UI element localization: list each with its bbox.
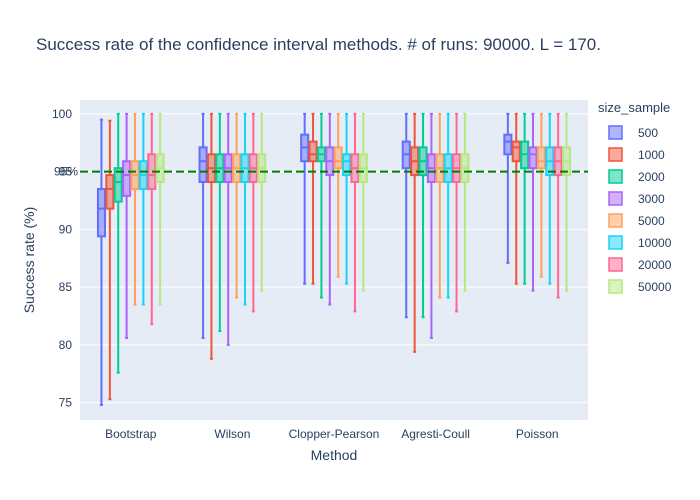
x-tick-label: Wilson (214, 427, 250, 441)
box-5000-Poisson (536, 112, 546, 278)
x-tick-label: Bootstrap (105, 427, 157, 441)
box-50000-Poisson (562, 112, 572, 292)
series-3000 (122, 112, 538, 346)
box-iqr (528, 146, 538, 170)
reference-line-label: 95% (54, 165, 78, 179)
box-1000-Bootstrap (105, 119, 115, 401)
box-20000-Poisson (553, 112, 563, 299)
box-5000-Bootstrap (130, 112, 140, 306)
chart-title: Success rate of the confidence interval … (36, 35, 601, 54)
reference-line-layer: 95% (54, 165, 588, 179)
box-iqr (511, 140, 521, 163)
box-1000-Clopper-Pearson (308, 112, 318, 285)
box-iqr (96, 187, 106, 238)
box-500-Agresti-Coull (401, 112, 411, 319)
box-1000-Poisson (511, 112, 521, 285)
box-1000-Wilson (206, 112, 216, 360)
box-10000-Wilson (240, 112, 250, 306)
legend-label-10000: 10000 (638, 236, 672, 250)
series-5000 (130, 112, 546, 306)
box-5000-Agresti-Coull (435, 112, 445, 299)
legend-swatch-50000 (608, 279, 623, 294)
y-tick-label: 80 (59, 338, 73, 352)
legend-title: size_sample (598, 100, 670, 115)
box-10000-Agresti-Coull (443, 112, 453, 299)
x-tick-label: Clopper-Pearson (289, 427, 380, 441)
box-iqr (308, 140, 318, 163)
box-iqr (113, 167, 123, 203)
legend-label-50000: 50000 (638, 280, 672, 294)
legend-swatch-1000 (608, 147, 623, 162)
legend-label-500: 500 (638, 126, 658, 140)
box-500-Wilson (198, 112, 208, 339)
box-3000-Wilson (223, 112, 233, 346)
box-iqr (503, 133, 513, 156)
box-iqr (342, 153, 352, 177)
box-2000-Agresti-Coull (418, 112, 428, 319)
legend-swatch-3000 (608, 191, 623, 206)
y-tick-label: 75 (59, 396, 73, 410)
legend-swatch-5000 (608, 213, 623, 228)
legend-label-1000: 1000 (638, 148, 665, 162)
box-50000-Bootstrap (155, 112, 165, 306)
y-axis-title: Success rate (%) (21, 207, 37, 314)
series-1000 (105, 112, 521, 401)
box-20000-Wilson (248, 112, 258, 313)
legend-label-3000: 3000 (638, 192, 665, 206)
box-10000-Bootstrap (138, 112, 148, 306)
box-1000-Agresti-Coull (410, 112, 420, 353)
legend-swatch-20000 (608, 257, 623, 272)
y-tick-label: 90 (59, 222, 73, 236)
box-iqr (536, 146, 546, 170)
legend-swatch-10000 (608, 235, 623, 250)
box-3000-Bootstrap (122, 112, 132, 339)
box-5000-Wilson (232, 112, 242, 299)
box-500-Bootstrap (96, 118, 106, 406)
series-50000 (155, 112, 572, 306)
box-2000-Poisson (520, 112, 530, 285)
y-tick-label: 95 (59, 165, 73, 179)
x-axis-title: Method (311, 447, 358, 463)
box-50000-Wilson (257, 112, 267, 292)
box-10000-Clopper-Pearson (342, 112, 352, 285)
series-10000 (138, 112, 555, 306)
legend-label-20000: 20000 (638, 258, 672, 272)
box-iqr (122, 160, 132, 197)
legend-label-2000: 2000 (638, 170, 665, 184)
box-50000-Agresti-Coull (460, 112, 470, 292)
box-2000-Bootstrap (113, 112, 123, 374)
box-500-Clopper-Pearson (300, 112, 310, 285)
series-500 (96, 112, 513, 406)
box-iqr (105, 174, 115, 210)
box-5000-Clopper-Pearson (333, 112, 343, 278)
x-tick-label: Poisson (516, 427, 559, 441)
box-20000-Clopper-Pearson (350, 112, 360, 313)
x-tick-label: Agresti-Coull (401, 427, 470, 441)
box-iqr (198, 146, 208, 184)
box-series-layer (96, 112, 572, 406)
box-3000-Agresti-Coull (426, 112, 436, 339)
axes-layer: 75 80 85 90 95 100 Bootstrap Wilson Clopper-Pear… (52, 107, 559, 441)
box-3000-Clopper-Pearson (325, 112, 335, 306)
box-2000-Wilson (215, 112, 225, 333)
y-tick-label: 100 (52, 107, 72, 121)
legend-swatch-500 (608, 125, 623, 140)
box-3000-Poisson (528, 112, 538, 292)
box-iqr (333, 146, 343, 170)
legend: size_sample 500 1000 2000 3000 5000 10000 2000… (598, 100, 672, 294)
box-2000-Clopper-Pearson (316, 112, 326, 299)
y-tick-label: 85 (59, 280, 73, 294)
box-10000-Poisson (545, 112, 555, 285)
box-20000-Agresti-Coull (452, 112, 462, 313)
legend-label-5000: 5000 (638, 214, 665, 228)
series-2000 (113, 112, 530, 374)
box-50000-Clopper-Pearson (358, 112, 368, 292)
legend-swatch-2000 (608, 169, 623, 184)
